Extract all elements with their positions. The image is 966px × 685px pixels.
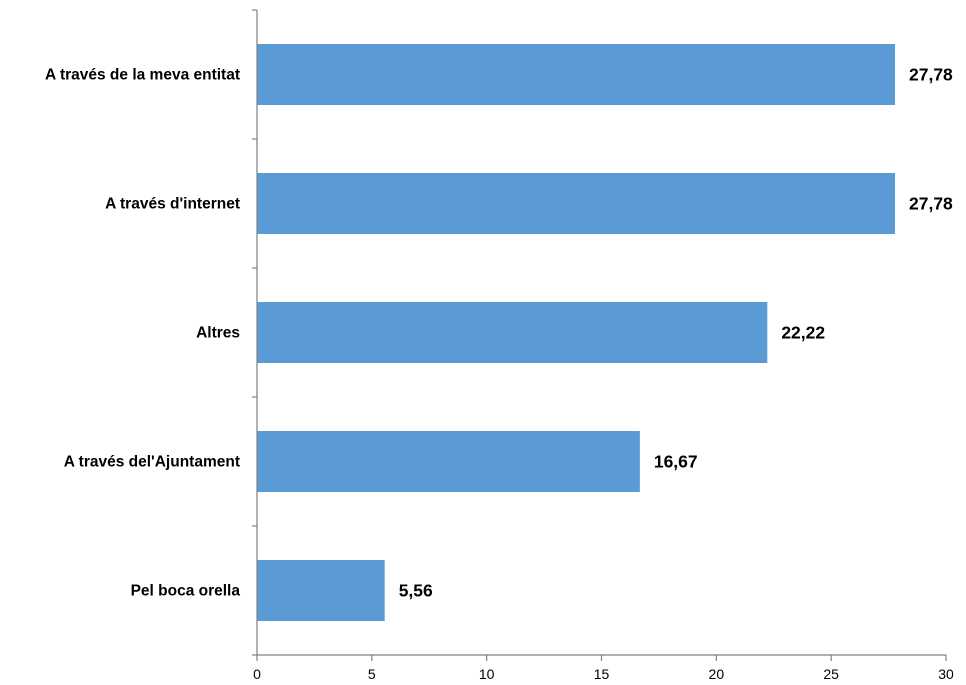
category-label: A través del'Ajuntament [64,454,240,471]
category-label: Pel boca orella [131,583,241,600]
bar [257,44,896,105]
labels-group: A través de la meva entitat 27,78 A través… [45,65,954,683]
x-tick-label: 20 [709,666,725,682]
data-label: 27,78 [909,65,953,85]
axes-group [252,9,947,661]
x-tick-label: 25 [823,666,839,682]
x-tick-label: 5 [368,666,376,682]
x-tick-label: 0 [253,666,261,682]
x-tick-label: 10 [479,666,495,682]
x-tick-label: 15 [594,666,610,682]
data-label: 16,67 [654,452,698,472]
category-label: A través de la meva entitat [45,67,240,84]
bar [257,431,640,492]
data-label: 5,56 [399,581,433,601]
bar [257,560,385,621]
bar [257,302,768,363]
bar [257,173,896,234]
category-label: A través d'internet [105,196,240,213]
category-label: Altres [196,325,240,342]
x-tick-label: 30 [938,666,954,682]
bars-group [257,44,896,621]
data-label: 22,22 [781,323,825,343]
data-label: 27,78 [909,194,953,214]
